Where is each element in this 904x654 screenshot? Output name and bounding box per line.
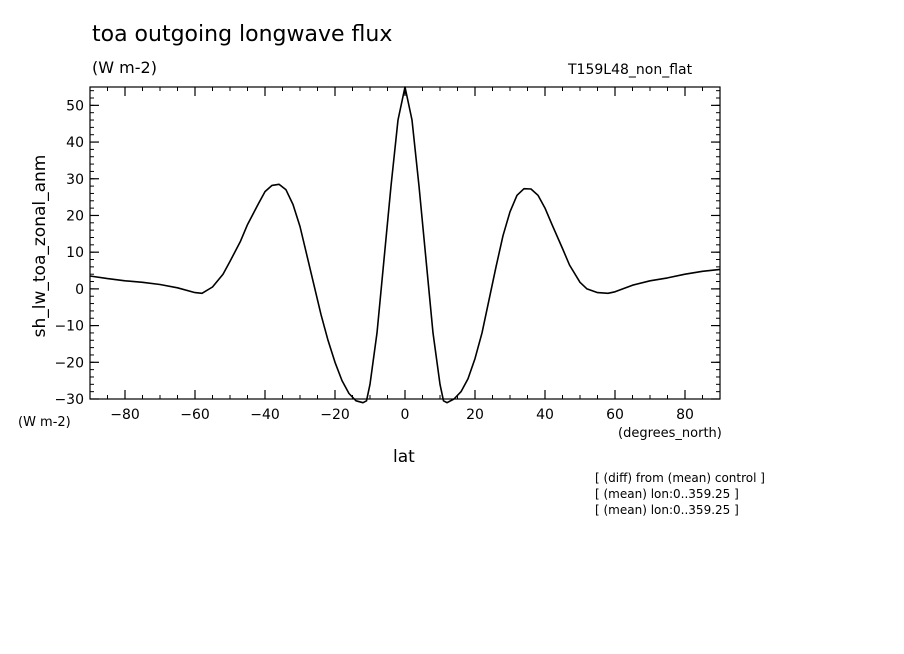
y-tick-label: 0 (75, 282, 84, 298)
y-tick-label: −10 (54, 319, 84, 335)
x-tick-label: 60 (606, 407, 624, 423)
plot-frame (89, 86, 721, 400)
series-line-0 (89, 86, 721, 404)
y-tick-label: 20 (66, 208, 84, 224)
x-tick-label: 80 (676, 407, 694, 423)
y-tick-label: −30 (54, 392, 84, 408)
y-tick-label: 30 (66, 172, 84, 188)
x-tick-label: 40 (536, 407, 554, 423)
x-tick-label: −40 (250, 407, 280, 423)
y-tick-label: 40 (66, 135, 84, 151)
x-axis-units: (degrees_north) (618, 426, 722, 441)
y-tick-label: 10 (66, 245, 84, 261)
run-label: T159L48_non_flat (568, 62, 693, 78)
y-tick-label: −20 (54, 355, 84, 371)
chart-title: toa outgoing longwave flux (92, 22, 393, 47)
title-units: (W m-2) (92, 58, 157, 77)
x-axis-label: lat (393, 447, 415, 467)
x-tick-label: −60 (180, 407, 210, 423)
y-tick-label: 50 (66, 98, 84, 114)
x-tick-label: 0 (401, 407, 410, 423)
x-tick-label: −80 (110, 407, 140, 423)
annotation-mean-lon-1: [ (mean) lon:0..359.25 ] (595, 487, 739, 501)
x-tick-label: 20 (466, 407, 484, 423)
y-axis-units: (W m-2) (18, 415, 71, 430)
annotation-diff: [ (diff) from (mean) control ] (595, 471, 765, 485)
x-tick-label: −20 (320, 407, 350, 423)
annotation-mean-lon-2: [ (mean) lon:0..359.25 ] (595, 503, 739, 517)
